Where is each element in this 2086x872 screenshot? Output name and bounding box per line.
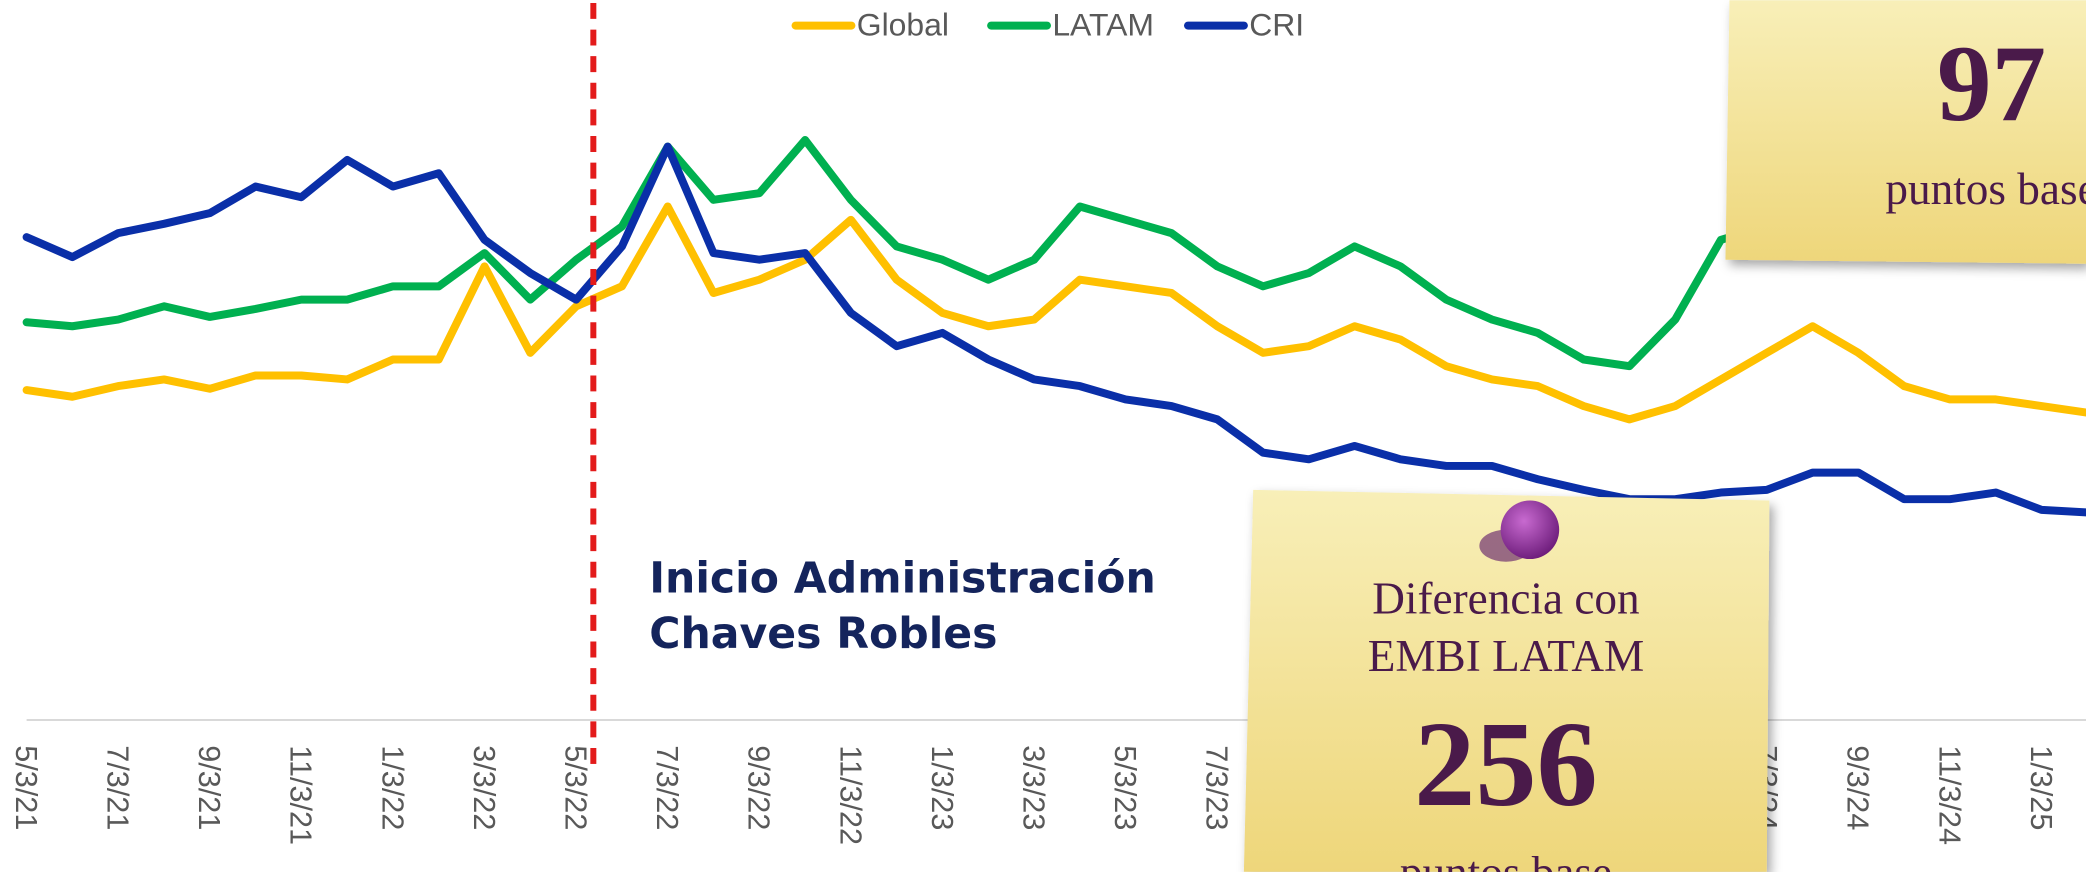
pin — [1500, 500, 1560, 560]
annotation: Chaves Robles — [649, 609, 997, 659]
x-tick-label: 11/3/21 — [284, 745, 318, 845]
x-tick-label: 11/3/24 — [1932, 745, 1966, 845]
x-tick-label: 3/3/22 — [467, 745, 501, 830]
note-value: 256 — [1414, 697, 1598, 832]
note-paper — [1243, 489, 1770, 872]
x-tick-label: 5/3/23 — [1108, 745, 1142, 830]
note-value: 97 — [1937, 23, 2046, 144]
x-tick-label: 9/3/22 — [742, 745, 776, 830]
note-text: Diferencia con — [1372, 574, 1639, 624]
note-unit: puntos base — [1885, 164, 2086, 214]
line-series — [22, 202, 2086, 424]
legend-label: Global — [857, 6, 949, 42]
note: Diferencia con EMBI LATAM 256 puntos bas… — [1243, 489, 1770, 872]
note-text: EMBI LATAM — [1368, 631, 1644, 681]
note-unit: puntos base — [1400, 848, 1612, 872]
annotation: Inicio Administración — [649, 553, 1156, 603]
x-tick-label: 1/3/22 — [375, 745, 409, 830]
x-tick-label: 5/3/21 — [9, 745, 43, 830]
x-tick-label: 9/3/21 — [192, 745, 226, 830]
x-tick-label: 3/3/23 — [1016, 745, 1050, 830]
legend: Global LATAM CRI — [791, 6, 1304, 42]
legend-label: CRI — [1249, 6, 1304, 42]
note-paper — [1725, 0, 2086, 264]
x-tick-label: 1/3/25 — [2024, 745, 2058, 830]
x-tick-label: 5/3/22 — [558, 745, 592, 830]
x-tick-label: 11/3/22 — [833, 745, 867, 845]
line-series — [22, 142, 2086, 517]
axes: 5/3/21 7/3/21 9/3/21 11/3/21 1/3/22 3/3/22 5/3… — [9, 719, 2086, 845]
note: 97 puntos base — [1725, 0, 2086, 264]
x-tick-label: 9/3/24 — [1841, 745, 1875, 830]
x-tick-label: 7/3/21 — [101, 745, 135, 830]
x-tick-label: 7/3/23 — [1200, 745, 1234, 830]
legend-label: LATAM — [1052, 6, 1154, 42]
x-tick-label: 1/3/23 — [925, 745, 959, 830]
x-tick-label: 7/3/22 — [650, 745, 684, 830]
